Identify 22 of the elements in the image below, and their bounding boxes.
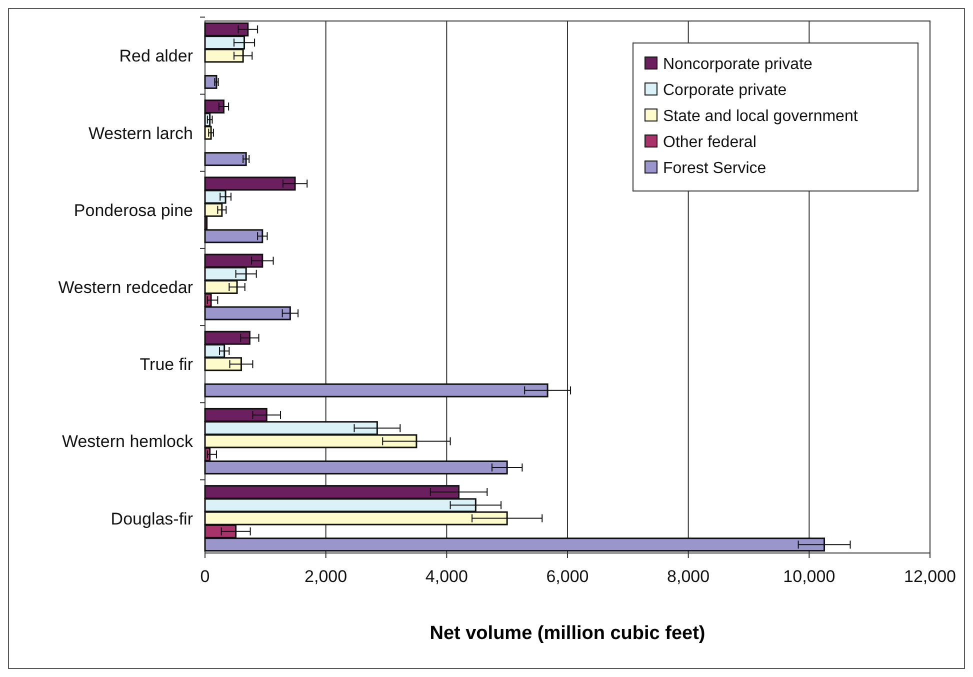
y-tick-label: Western larch xyxy=(88,124,193,143)
x-axis-title: Net volume (million cubic feet) xyxy=(430,623,706,644)
x-tick-label: 10,000 xyxy=(783,567,836,586)
x-tick-label: 0 xyxy=(200,567,210,586)
y-tick-label: Ponderosa pine xyxy=(74,200,193,220)
bar xyxy=(204,74,218,89)
legend-label: Corporate private xyxy=(663,82,787,99)
y-tick-label: Douglas-fir xyxy=(110,509,194,528)
x-tick-label: 8,000 xyxy=(667,567,710,586)
y-tick-label: Red alder xyxy=(119,46,194,66)
y-tick-label: True fir xyxy=(140,355,194,374)
legend-label: State and local government xyxy=(663,108,858,125)
legend-label: Other federal xyxy=(663,134,756,151)
legend-label: Noncorporate private xyxy=(663,56,813,73)
y-tick-label: Western redcedar xyxy=(58,278,194,297)
y-tick-label: Western hemlock xyxy=(62,432,194,452)
legend-label: Forest Service xyxy=(663,160,766,177)
bar xyxy=(204,152,247,166)
x-tick-label: 2,000 xyxy=(304,567,348,586)
x-tick-label: 12,000 xyxy=(904,567,956,586)
x-tick-label: 4,000 xyxy=(425,567,468,586)
x-tick-label: 6,000 xyxy=(546,567,589,586)
